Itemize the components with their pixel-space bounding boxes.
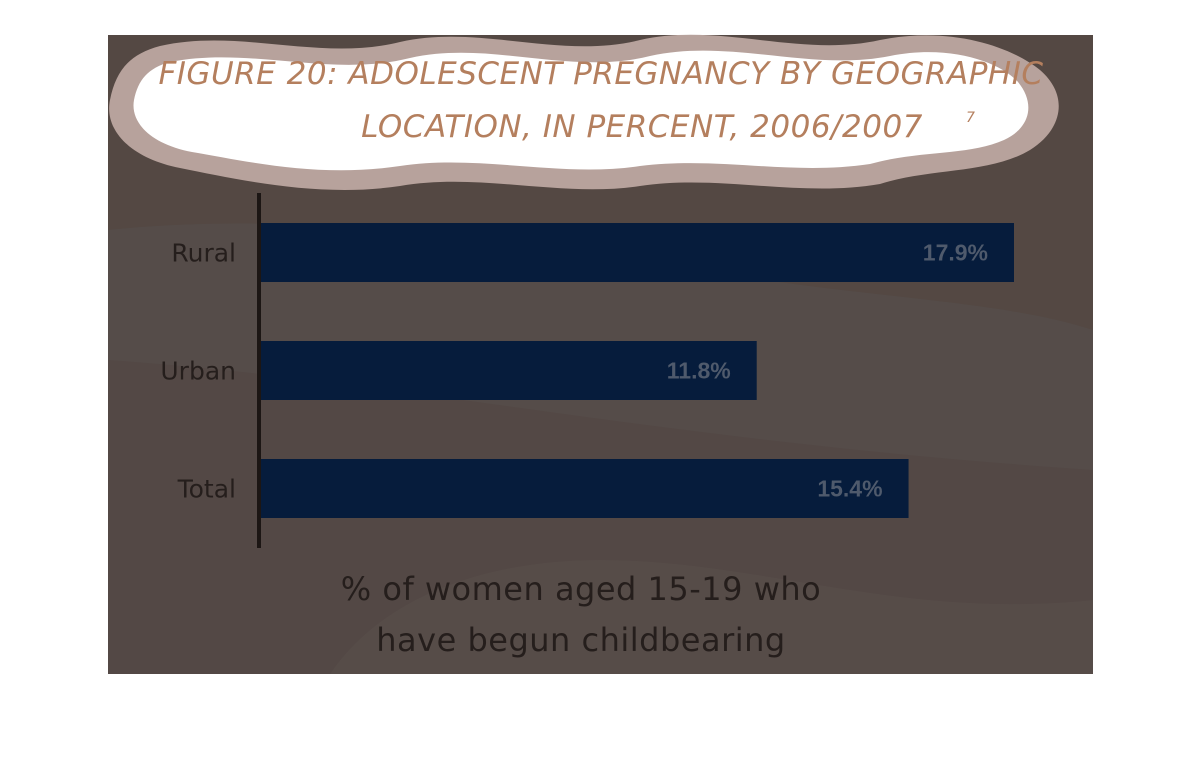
plot-area: 17.9% Rural 11.8% Urban 15.4% Total (160, 193, 1014, 548)
title-footnote-marker: 7 (966, 110, 975, 126)
bar-rural (259, 223, 1014, 282)
title-line-1: FIGURE 20: ADOLESCENT PREGNANCY BY GEOGR… (158, 56, 1043, 92)
x-axis-label-line-2: have begun childbearing (376, 621, 785, 659)
bar-urban (259, 341, 757, 400)
title-line-2: LOCATION, IN PERCENT, 2006/2007 (361, 109, 923, 145)
category-label-rural: Rural (171, 239, 236, 268)
value-label-rural: 17.9% (923, 240, 988, 266)
category-label-urban: Urban (160, 357, 236, 386)
value-label-total: 15.4% (817, 476, 882, 502)
x-axis-label: % of women aged 15-19 who have begun chi… (341, 570, 821, 659)
chart-title: FIGURE 20: ADOLESCENT PREGNANCY BY GEOGR… (158, 56, 1043, 145)
title-cloud (109, 34, 1059, 190)
bar-total (259, 459, 909, 518)
value-label-urban: 11.8% (667, 358, 731, 384)
x-axis-label-line-1: % of women aged 15-19 who (341, 570, 821, 608)
category-label-total: Total (177, 475, 236, 504)
